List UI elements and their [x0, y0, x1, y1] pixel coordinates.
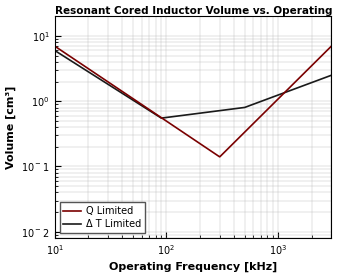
Δ T Limited: [81, 67, 85, 70]
Δ T Limited: [165, 116, 169, 119]
X-axis label: Operating Frequency [kHz]: Operating Frequency [kHz]: [109, 262, 277, 272]
Δ T Limited: [53, 49, 57, 52]
Y-axis label: Volume [cm³]: Volume [cm³]: [5, 85, 16, 169]
Q Limited: [274, 100, 278, 103]
Q Limited: [175, 126, 179, 130]
Δ T Limited: [175, 115, 179, 118]
Δ T Limited: [159, 116, 163, 120]
Q Limited: [243, 130, 247, 133]
Legend: Q Limited, Δ T Limited: Q Limited, Δ T Limited: [60, 202, 145, 233]
Δ T Limited: [330, 74, 334, 77]
Q Limited: [53, 44, 57, 48]
Δ T Limited: [243, 106, 247, 109]
Line: Q Limited: Q Limited: [55, 46, 332, 157]
Q Limited: [164, 120, 168, 123]
Δ T Limited: [269, 96, 273, 100]
Q Limited: [218, 155, 222, 158]
Δ T Limited: [274, 94, 278, 98]
Q Limited: [330, 44, 334, 48]
Q Limited: [269, 105, 273, 108]
Line: Δ T Limited: Δ T Limited: [55, 50, 332, 118]
Text: Resonant Cored Inductor Volume vs. Operating Freque: Resonant Cored Inductor Volume vs. Opera…: [55, 6, 337, 16]
Q Limited: [81, 63, 85, 67]
